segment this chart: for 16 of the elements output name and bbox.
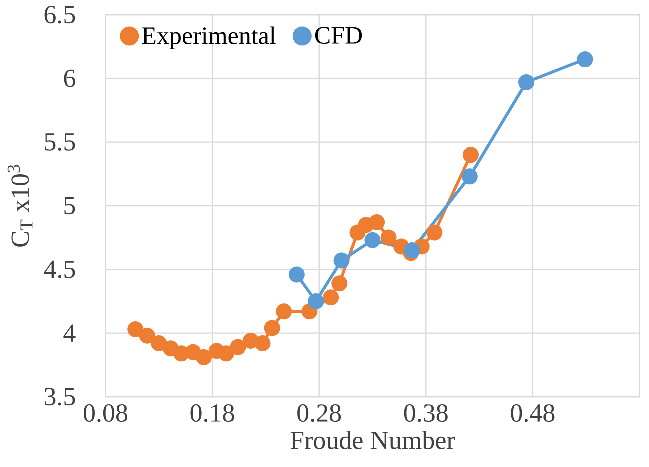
- x-tick-label: 0.48: [511, 404, 555, 422]
- y-tick-label: 6: [64, 70, 76, 88]
- x-tick-label: 0.28: [298, 404, 342, 422]
- x-tick-label: 0.08: [84, 404, 128, 422]
- x-axis-title: Froude Number: [290, 431, 456, 450]
- y-tick-label: 4: [64, 324, 76, 342]
- x-tick-label: 0.18: [190, 404, 234, 422]
- x-tick-label: 0.38: [404, 404, 448, 422]
- y-tick-label: 3.5: [44, 388, 76, 406]
- y-axis-title: C$_{T}$ x10$^{3}$: [8, 165, 33, 247]
- legend-label: CFD: [315, 27, 362, 44]
- y-tick-label: 4.5: [44, 260, 76, 278]
- y-tick-label: 5.5: [45, 134, 76, 151]
- legend-label: Experimental: [142, 26, 276, 50]
- y-tick-label: 6.5: [44, 6, 76, 24]
- y-tick-label: 5: [64, 197, 76, 215]
